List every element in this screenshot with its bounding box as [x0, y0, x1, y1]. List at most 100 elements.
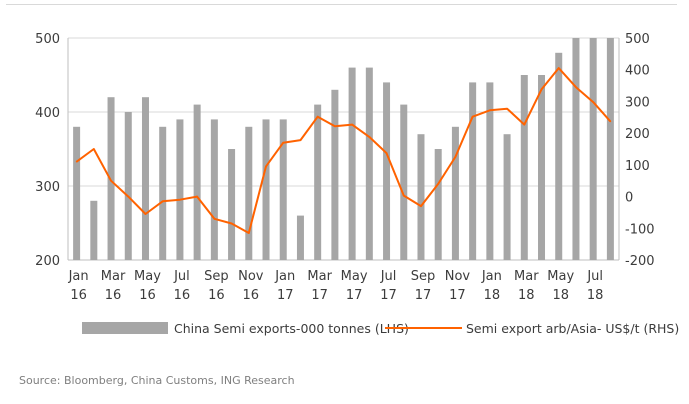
- left-tick-label: 200: [35, 254, 60, 269]
- bar: [606, 38, 614, 260]
- left-axis-ticks: 500 400 300 200: [35, 32, 60, 269]
- legend-label-line: Semi export arb/Asia- US$/t (RHS): [466, 321, 679, 336]
- line-point: [368, 136, 371, 138]
- line-path: [76, 67, 612, 234]
- bar: [451, 126, 459, 260]
- line-point: [75, 160, 78, 163]
- right-tick-label: 100: [625, 159, 650, 174]
- bar: [228, 149, 236, 260]
- bar: [331, 89, 339, 260]
- line-point: [196, 195, 198, 198]
- left-tick-label: 300: [35, 180, 60, 195]
- axes: [67, 38, 620, 261]
- x-tick-year: 17: [380, 288, 397, 303]
- x-tick-month: Mar: [514, 269, 539, 284]
- line-point: [316, 115, 319, 118]
- bar: [210, 119, 218, 261]
- x-tick-month: May: [341, 269, 368, 284]
- line-point: [437, 183, 440, 185]
- bar: [589, 38, 597, 260]
- bar: [176, 119, 184, 261]
- line-point: [575, 86, 577, 88]
- bar: [486, 82, 494, 261]
- bar: [279, 119, 287, 261]
- legend-swatch-bar: [82, 322, 168, 334]
- x-tick-year: 16: [208, 288, 225, 303]
- x-tick-month: Jan: [481, 269, 502, 284]
- bar: [383, 82, 391, 261]
- right-tick-label: -100: [625, 222, 655, 237]
- top-rule: [6, 4, 677, 5]
- bar: [538, 75, 546, 260]
- line-point: [161, 200, 164, 203]
- legend-label-bar: China Semi exports-000 tonnes (LHS): [174, 321, 409, 336]
- x-tick-month: May: [547, 269, 574, 284]
- line-point: [592, 101, 594, 103]
- right-tick-label: 300: [625, 95, 650, 110]
- bar: [245, 126, 253, 260]
- bar: [400, 104, 408, 260]
- bar: [107, 97, 115, 260]
- x-tick-year: 17: [311, 288, 328, 303]
- x-tick-month: Nov: [445, 269, 471, 284]
- line-point: [265, 165, 267, 168]
- x-tick-year: 16: [139, 288, 156, 303]
- bar: [572, 38, 580, 260]
- x-tick-year: 16: [243, 288, 260, 303]
- line-series: [75, 67, 612, 234]
- right-tick-label: 500: [625, 32, 650, 47]
- right-tick-label: -200: [625, 254, 655, 269]
- left-tick-label: 400: [35, 106, 60, 121]
- bar: [124, 112, 132, 260]
- x-tick-year: 18: [484, 288, 501, 303]
- bar: [520, 75, 528, 260]
- legend: China Semi exports-000 tonnes (LHS) Semi…: [82, 321, 679, 336]
- x-tick-year: 17: [449, 288, 466, 303]
- line-point: [506, 107, 508, 110]
- x-tick-month: Nov: [238, 269, 264, 284]
- line-point: [127, 195, 130, 198]
- line-point: [179, 198, 181, 201]
- x-tick-month: Mar: [101, 269, 126, 284]
- bar: [159, 126, 167, 260]
- bar: [90, 200, 98, 260]
- bar: [296, 215, 304, 260]
- bar: [417, 134, 425, 260]
- x-tick-year: 18: [518, 288, 535, 303]
- line-point: [144, 213, 147, 215]
- line-point: [247, 232, 250, 234]
- line-point: [385, 152, 388, 154]
- x-tick-month: Jul: [380, 269, 397, 284]
- line-point: [213, 217, 216, 220]
- source-note: Source: Bloomberg, China Customs, ING Re…: [19, 374, 295, 387]
- line-point: [489, 109, 491, 112]
- line-point: [230, 222, 233, 225]
- x-tick-month: Jul: [586, 269, 603, 284]
- x-tick-year: 17: [277, 288, 294, 303]
- line-point: [523, 123, 526, 126]
- x-tick-year: 18: [552, 288, 569, 303]
- bar: [469, 82, 477, 261]
- line-point: [557, 67, 560, 69]
- line-point: [299, 139, 302, 141]
- bar: [348, 67, 356, 260]
- x-axis-ticks: Jan 16 Mar 16 May 16 Jul 16 Sep 16 Nov 16 Jan 17 Mar 17…: [68, 269, 604, 303]
- x-tick-month: Jan: [68, 269, 89, 284]
- x-tick-month: May: [134, 269, 161, 284]
- x-tick-month: Sep: [204, 269, 229, 284]
- line-point: [334, 125, 336, 127]
- bar: [73, 126, 81, 260]
- line-point: [471, 115, 474, 118]
- right-axis-ticks: 500 400 300 200 100 0 -100 -200: [625, 32, 655, 269]
- bar: [365, 67, 373, 260]
- line-point: [540, 88, 543, 91]
- x-tick-month: Sep: [411, 269, 436, 284]
- right-tick-label: 200: [625, 127, 650, 142]
- gridlines: [68, 37, 619, 261]
- line-point: [609, 120, 612, 123]
- x-tick-year: 16: [174, 288, 191, 303]
- line-point: [420, 205, 422, 207]
- line-point: [282, 141, 285, 144]
- bar: [141, 97, 149, 260]
